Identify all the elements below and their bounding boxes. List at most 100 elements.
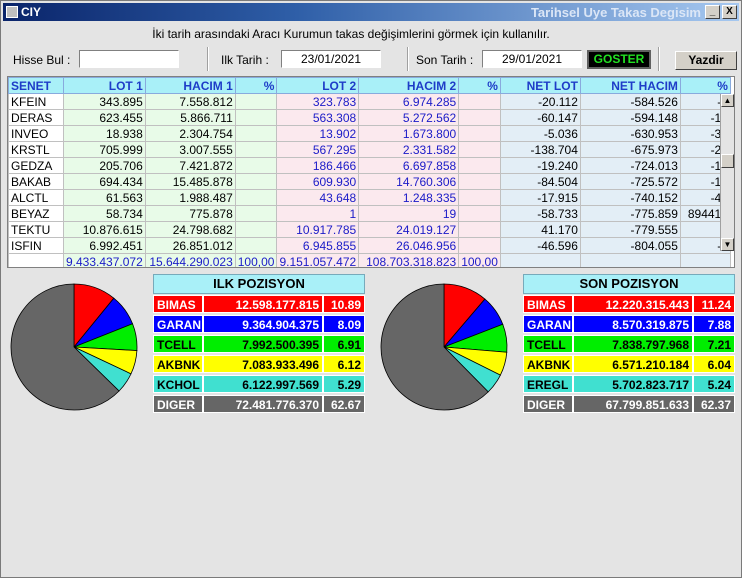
column-header[interactable]: LOT 2 [276, 77, 360, 94]
start-date-label: Ilk Tarih : [221, 53, 269, 67]
data-grid[interactable]: SENET LOT 1 HACIM 1% LOT 2 HACIM 2% NET LOT NE… [7, 76, 735, 268]
table-row[interactable]: ISFIN 6.992.451 26.851.012 6.945.855 26.046.… [8, 237, 731, 254]
son-position-row: DIGER 67.799.851.633 62.37 [523, 395, 735, 413]
title-bar[interactable]: CIY Tarihsel Uye Takas Degisim _ X [3, 3, 739, 21]
table-cell: 609.930 [276, 173, 360, 190]
table-cell [234, 237, 278, 254]
table-cell: TEKTU [8, 221, 64, 238]
scroll-thumb[interactable] [721, 154, 734, 168]
position-name: KCHOL [153, 375, 203, 393]
column-header[interactable]: LOT 1 [63, 77, 146, 94]
table-row[interactable]: DERAS 623.455 5.866.711 563.308 5.272.562 -60… [8, 109, 731, 126]
table-cell: -19.240 [499, 157, 581, 174]
table-cell: -46.596 [499, 237, 581, 254]
column-header[interactable]: HACIM 2 [358, 77, 460, 94]
table-cell: ISFIN [8, 237, 64, 254]
table-cell: 13.902 [276, 125, 360, 142]
table-cell [458, 173, 501, 190]
table-cell: 26.851.012 [144, 237, 236, 254]
ilk-position-row: BIMAS 12.598.177.815 10.89 [153, 295, 365, 313]
minimize-button[interactable]: _ [705, 5, 720, 19]
son-position-row: BIMAS 12.220.315.443 11.24 [523, 295, 735, 313]
table-cell: 3.007.555 [144, 141, 236, 158]
table-cell: 567.295 [276, 141, 360, 158]
start-date-field[interactable]: 23/01/2021 [281, 50, 381, 68]
table-cell [458, 93, 501, 110]
table-cell: -804.055 [579, 237, 681, 254]
show-button[interactable]: GOSTER [587, 50, 651, 69]
total-cell: 9.151.057.472 [276, 253, 360, 267]
total-cell: 108.703.318.823 [358, 253, 460, 267]
table-row[interactable]: KRSTL 705.999 3.007.555 567.295 2.331.582 -13… [8, 141, 731, 158]
table-cell: 24.798.682 [144, 221, 236, 238]
position-percent: 10.89 [323, 295, 365, 313]
position-percent: 6.91 [323, 335, 365, 353]
table-cell: 7.558.812 [144, 93, 236, 110]
son-position-row: EREGL 5.702.823.717 5.24 [523, 375, 735, 393]
table-cell: 623.455 [63, 109, 146, 126]
scroll-up-icon[interactable]: ▲ [721, 94, 734, 107]
table-cell: 1.673.800 [358, 125, 460, 142]
table-cell: 15.485.878 [144, 173, 236, 190]
window-title: Tarihsel Uye Takas Degisim [530, 5, 701, 20]
table-row[interactable]: INVEO 18.938 2.304.754 13.902 1.673.800 -5.03… [8, 125, 731, 142]
print-button[interactable]: Yazdir [675, 51, 737, 70]
position-percent: 8.09 [323, 315, 365, 333]
table-row[interactable]: KFEIN 343.895 7.558.812 323.783 6.974.285 -20… [8, 93, 731, 110]
table-cell: 894416 [679, 205, 731, 222]
table-cell [234, 141, 278, 158]
table-cell [234, 189, 278, 206]
table-cell [458, 157, 501, 174]
column-header[interactable]: NET HACIM [579, 77, 681, 94]
table-cell: INVEO [8, 125, 64, 142]
table-cell: 7.421.872 [144, 157, 236, 174]
total-cell: 9.433.437.072 [63, 253, 146, 267]
table-cell: -630.953 [579, 125, 681, 142]
scroll-down-icon[interactable]: ▼ [721, 238, 734, 251]
ilk-position-row: KCHOL 6.122.997.569 5.29 [153, 375, 365, 393]
position-percent: 6.04 [693, 355, 735, 373]
end-date-label: Son Tarih : [416, 53, 474, 67]
table-cell: -138.704 [499, 141, 581, 158]
table-row[interactable]: BAKAB 694.434 15.485.878 609.930 14.760.306 -… [8, 173, 731, 190]
pie-slice [10, 283, 120, 411]
table-cell: 5.866.711 [144, 109, 236, 126]
table-cell: -5.036 [499, 125, 581, 142]
ilk-pie-chart [10, 283, 138, 411]
table-cell: 205.706 [63, 157, 146, 174]
table-cell: -675.973 [579, 141, 681, 158]
column-header[interactable]: NET LOT [499, 77, 581, 94]
table-row[interactable]: TEKTU 10.876.615 24.798.682 10.917.785 24.01… [8, 221, 731, 238]
table-cell: 694.434 [63, 173, 146, 190]
table-cell: 6.992.451 [63, 237, 146, 254]
total-cell [579, 253, 681, 267]
column-header[interactable]: % [234, 77, 278, 94]
table-cell: BAKAB [8, 173, 64, 190]
table-cell: 775.878 [144, 205, 236, 222]
column-header[interactable]: SENET [8, 77, 64, 94]
table-row[interactable]: GEDZA 205.706 7.421.872 186.466 6.697.858 -19… [8, 157, 731, 174]
ilk-position-row: TCELL 7.992.500.395 6.91 [153, 335, 365, 353]
position-value: 6.571.210.184 [573, 355, 693, 373]
table-cell: 705.999 [63, 141, 146, 158]
son-pie-chart [380, 283, 508, 411]
vertical-scrollbar[interactable]: ▲ ▼ [720, 94, 734, 251]
close-button[interactable]: X [722, 5, 737, 19]
son-position-row: TCELL 7.838.797.968 7.21 [523, 335, 735, 353]
table-row[interactable]: BEYAZ 58.734 775.878 1 19 -58.733 -775.859 8944… [8, 205, 731, 222]
table-cell [234, 157, 278, 174]
table-row[interactable]: ALCTL 61.563 1.988.487 43.648 1.248.335 -17.9… [8, 189, 731, 206]
end-date-field[interactable]: 29/01/2021 [482, 50, 582, 68]
column-header[interactable]: HACIM 1 [144, 77, 236, 94]
search-input[interactable] [79, 50, 179, 68]
position-percent: 11.24 [693, 295, 735, 313]
position-percent: 6.12 [323, 355, 365, 373]
app-icon [6, 6, 18, 18]
position-value: 72.481.776.370 [203, 395, 323, 413]
column-header[interactable]: % [458, 77, 501, 94]
column-header[interactable]: % [679, 77, 731, 94]
table-cell: -584.526 [579, 93, 681, 110]
position-value: 5.702.823.717 [573, 375, 693, 393]
table-cell: 343.895 [63, 93, 146, 110]
table-cell: -58.733 [499, 205, 581, 222]
